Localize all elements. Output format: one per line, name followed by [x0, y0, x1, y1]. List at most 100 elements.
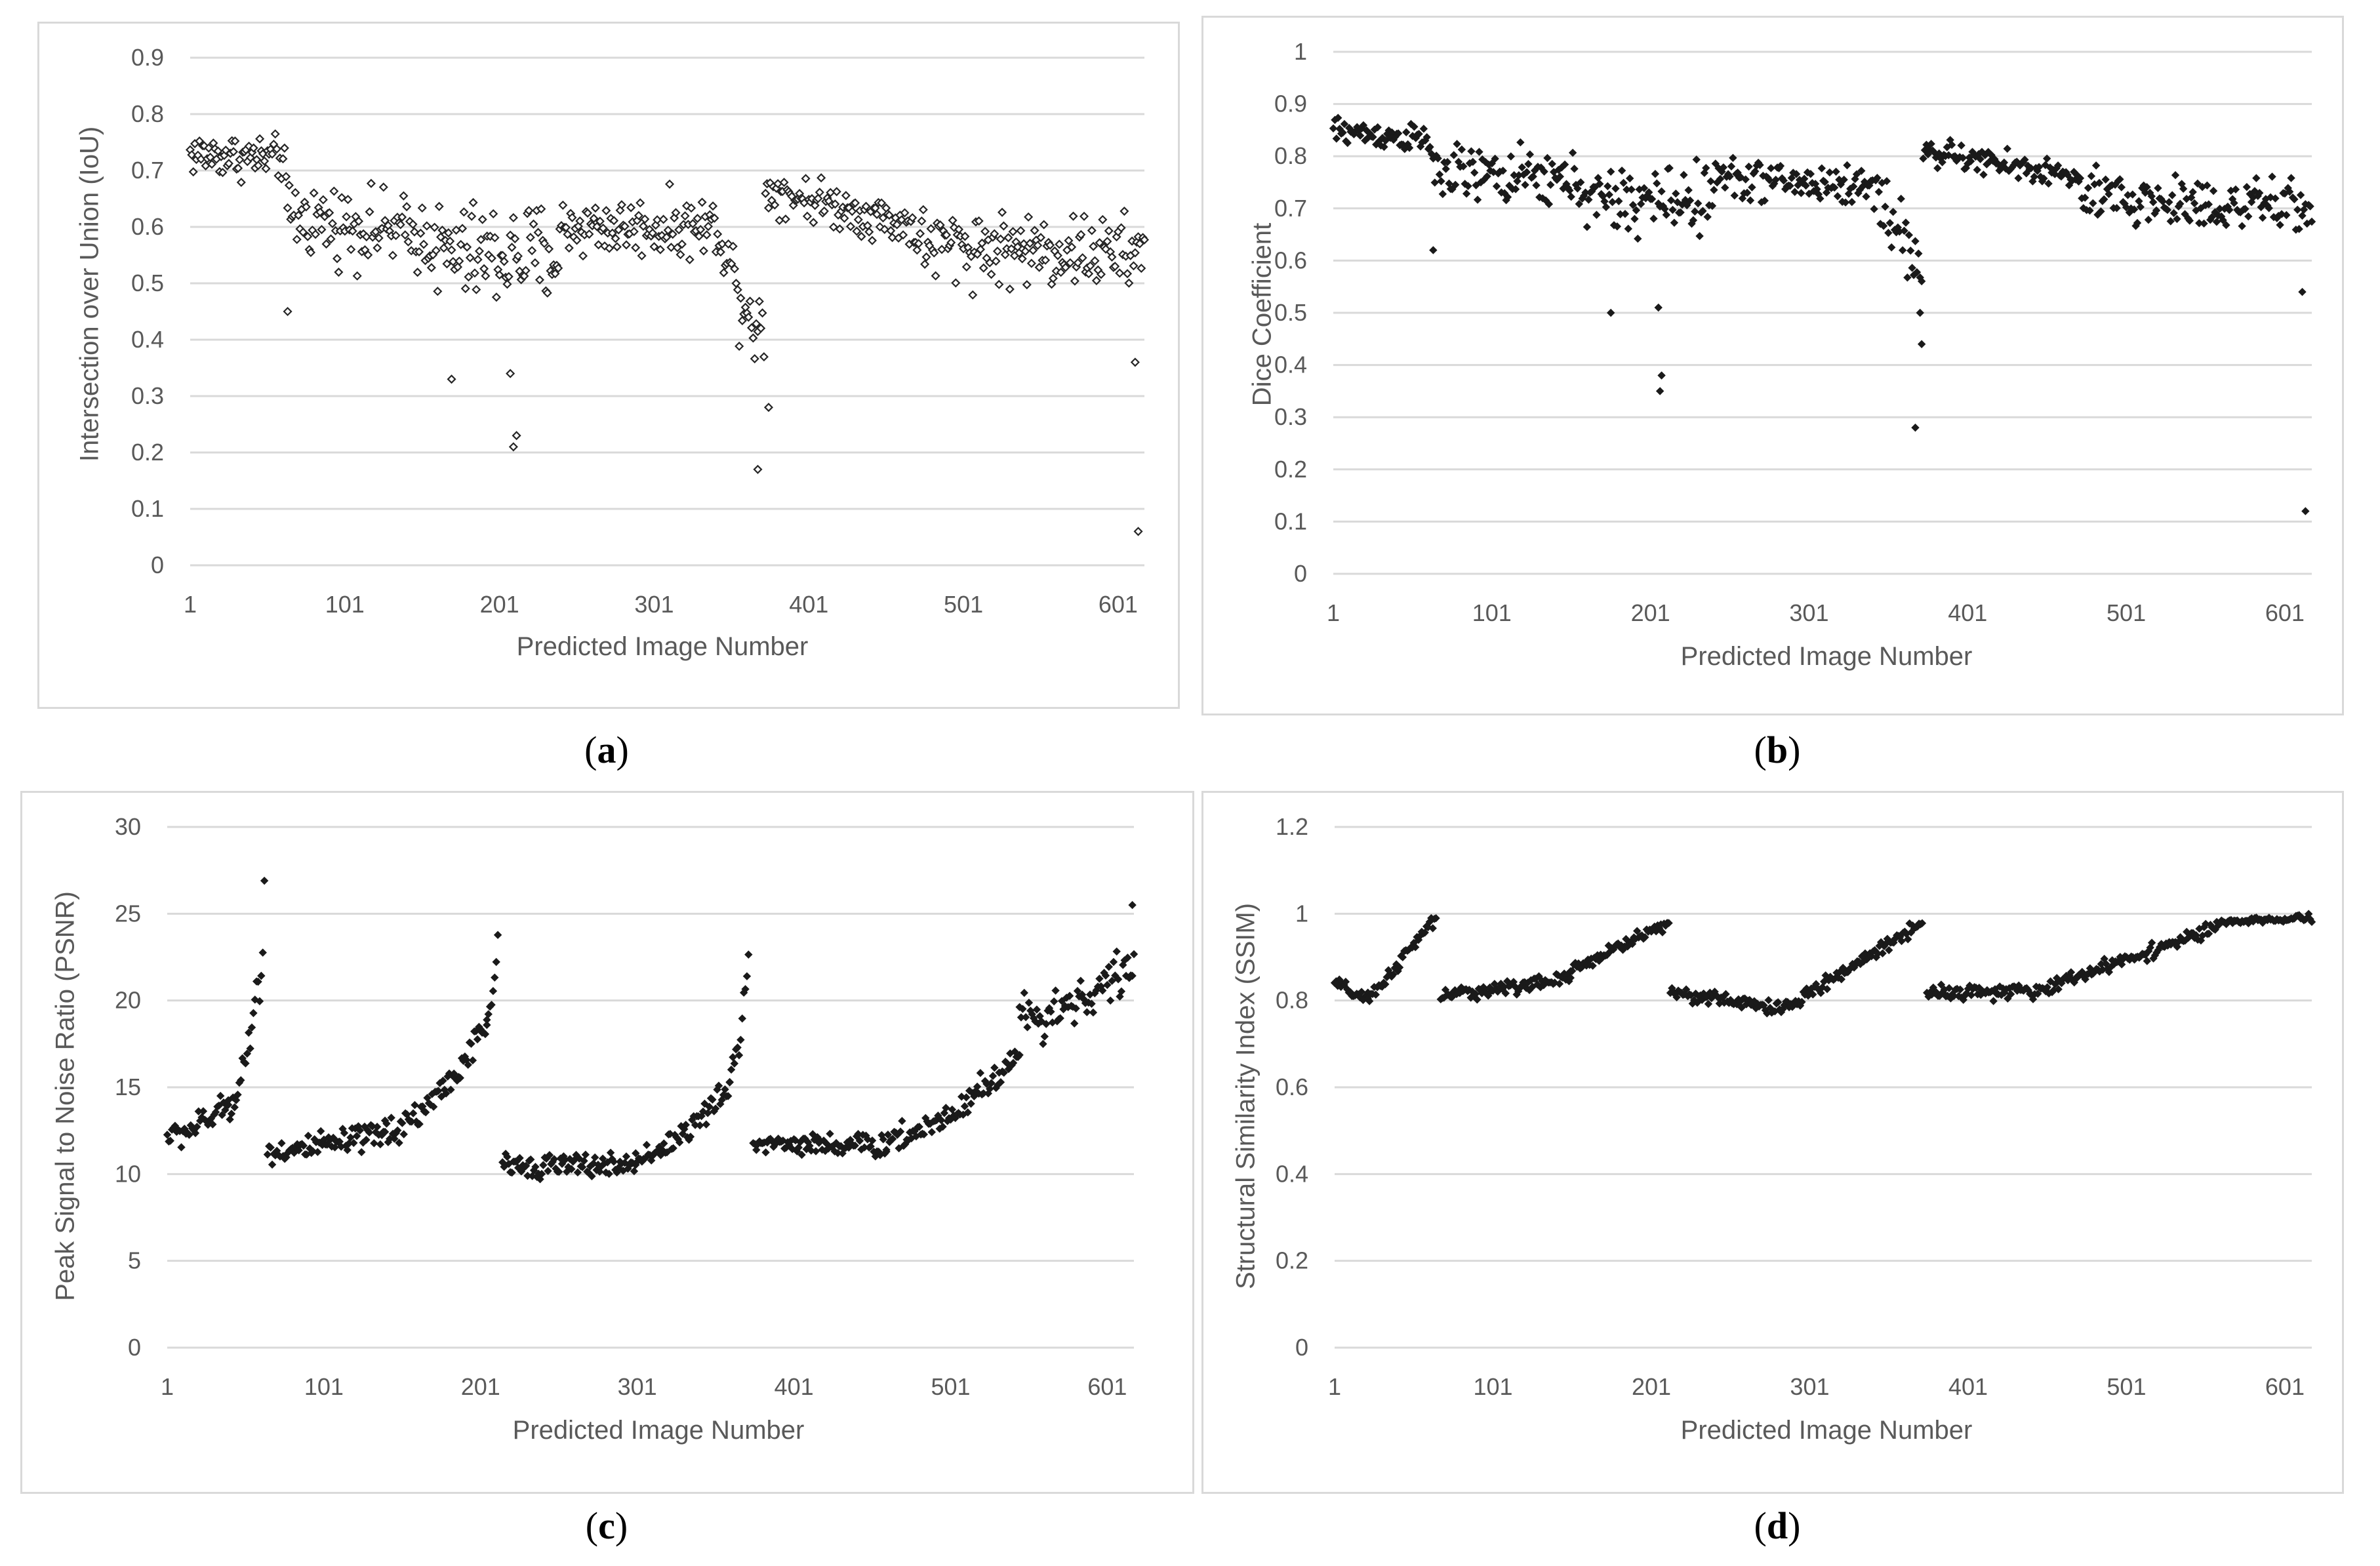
y-tick-label: 0 [1294, 560, 1307, 587]
data-point [1884, 228, 1893, 237]
data-point [370, 1139, 378, 1148]
data-point [710, 213, 719, 223]
data-point [477, 214, 487, 224]
data-point [1628, 940, 1637, 948]
data-point [721, 1085, 729, 1094]
data-point [1357, 988, 1366, 996]
data-point [1003, 233, 1013, 243]
data-point [408, 219, 418, 230]
data-point [590, 1153, 599, 1162]
data-point [1973, 165, 1981, 174]
data-point [439, 1076, 447, 1085]
data-point [395, 220, 405, 230]
data-point [255, 997, 264, 1005]
data-point [1881, 202, 1889, 211]
y-axis-label: Intersection over Union (IoU) [75, 126, 104, 462]
y-tick-label: 0.6 [1276, 1074, 1308, 1100]
data-point [2152, 206, 2161, 215]
data-point [456, 1074, 464, 1082]
data-point [2298, 211, 2307, 220]
data-point [249, 143, 258, 153]
x-tick-label: 601 [1087, 1373, 1127, 1400]
data-point [898, 230, 908, 240]
data-point [197, 1113, 206, 1122]
data-point [470, 268, 479, 278]
data-point [527, 246, 537, 256]
data-point [245, 1028, 253, 1037]
caption-c: (c) [585, 1504, 628, 1547]
data-point [1821, 178, 1829, 186]
data-point [1619, 178, 1628, 188]
data-point [502, 279, 512, 289]
data-point [670, 213, 679, 223]
data-point [1662, 211, 1671, 219]
data-point [536, 1174, 544, 1184]
x-tick-label: 1 [1327, 599, 1340, 626]
data-point [839, 213, 849, 223]
data-point [963, 1108, 972, 1117]
data-point [564, 243, 574, 253]
data-point [1083, 1008, 1091, 1016]
data-point [1630, 214, 1639, 224]
data-point [188, 167, 198, 177]
data-point [697, 197, 707, 207]
data-point [728, 241, 738, 251]
data-point [713, 229, 723, 239]
data-point [1905, 231, 1913, 239]
data-point [2128, 190, 2137, 199]
data-point [663, 225, 673, 235]
data-point [2043, 983, 2051, 992]
data-point [1110, 262, 1120, 271]
data-point [1438, 190, 1447, 199]
chart-panel-c: 0 5 10 15 20 25 30 1 101 201 301 401 501 601 Peak Sig… [20, 791, 1194, 1494]
data-point [1760, 196, 1769, 205]
data-point [723, 239, 733, 249]
data-point [1743, 188, 1752, 197]
y-tick-label: 5 [128, 1247, 141, 1274]
data-point [362, 1135, 371, 1144]
data-point [433, 287, 443, 296]
data-point [365, 207, 374, 217]
data-point [735, 341, 744, 351]
data-point [1501, 989, 1510, 997]
data-point [2238, 222, 2246, 230]
data-point [2200, 219, 2208, 228]
data-point [2158, 197, 2167, 206]
data-point [473, 254, 483, 264]
data-point [1422, 132, 1431, 142]
data-point [1524, 159, 1533, 169]
data-point [177, 1143, 186, 1152]
data-point [310, 230, 321, 239]
data-point [218, 1111, 226, 1119]
data-point [2135, 197, 2143, 205]
data-point [464, 1060, 472, 1069]
data-point [1806, 170, 1815, 178]
data-point [601, 206, 611, 216]
data-point [353, 216, 364, 226]
data-point [2166, 217, 2175, 226]
data-point [1898, 246, 1907, 254]
data-point [946, 237, 956, 247]
data-point [306, 247, 315, 258]
data-point [763, 203, 774, 213]
data-point [323, 1140, 331, 1149]
data-point [1339, 129, 1347, 137]
data-point [494, 270, 504, 280]
data-point [1849, 182, 1858, 191]
data-point [635, 198, 645, 208]
data-point [1957, 141, 1966, 150]
data-point [492, 957, 500, 967]
data-point [2034, 990, 2042, 998]
data-point [1340, 119, 1349, 129]
data-point [1389, 970, 1398, 979]
data-point [655, 245, 665, 254]
data-point [2293, 205, 2302, 214]
data-point [918, 205, 928, 214]
data-point [2091, 161, 2101, 170]
data-point [421, 1108, 430, 1117]
data-point [387, 1114, 395, 1122]
caption-b: (b) [1754, 729, 1801, 771]
data-point [1516, 138, 1525, 147]
data-point [1836, 180, 1846, 189]
x-tick-label: 101 [325, 591, 365, 618]
